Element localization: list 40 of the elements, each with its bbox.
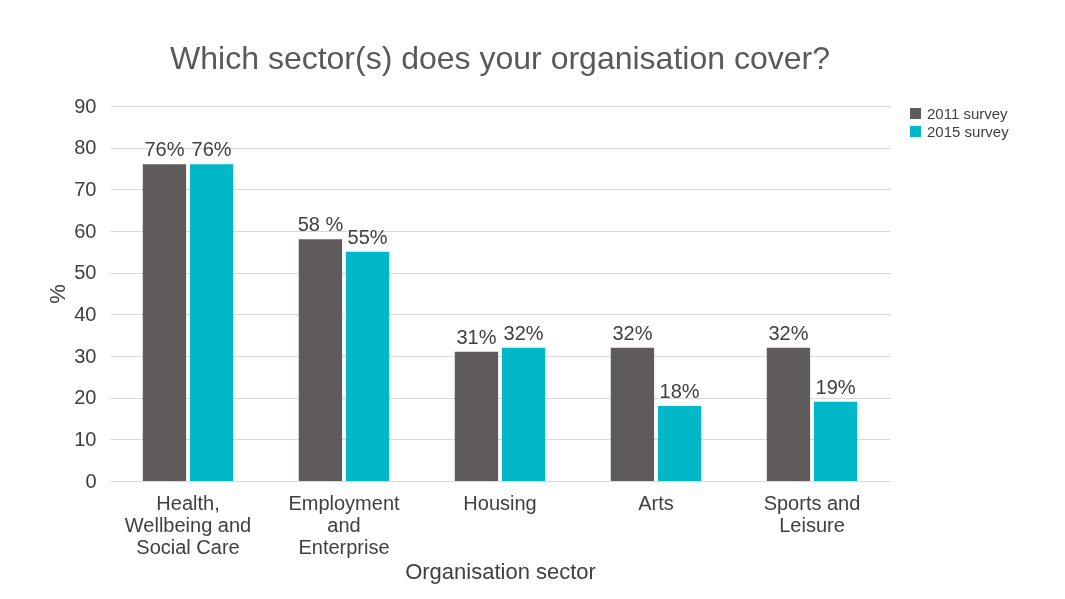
- data-label: 55%: [347, 225, 388, 248]
- bar: [345, 251, 390, 481]
- y-tick-label: 10: [74, 427, 97, 450]
- y-tick-label: 80: [74, 136, 97, 159]
- y-axis-title: %: [45, 284, 71, 304]
- data-label: 32%: [768, 321, 809, 344]
- y-tick-label: 60: [74, 219, 97, 242]
- legend-label: 2015 survey: [927, 122, 1010, 140]
- data-label: 58 %: [297, 213, 344, 236]
- x-tick-label: Employment and Enterprise: [288, 491, 401, 558]
- bar: [501, 347, 546, 481]
- y-tick-label: 30: [74, 344, 97, 367]
- bar: [610, 347, 655, 481]
- y-tick-label: 90: [74, 94, 97, 117]
- data-label: 76%: [144, 138, 185, 161]
- data-label: 32%: [612, 321, 653, 344]
- bar: [766, 347, 811, 481]
- y-tick-label: 40: [74, 302, 97, 325]
- y-tick-label: 50: [74, 261, 97, 284]
- data-label: 19%: [815, 375, 856, 398]
- bar: [189, 164, 234, 481]
- data-label: 31%: [456, 325, 497, 348]
- y-tick-label: 70: [74, 177, 97, 200]
- chart-title: Which sector(s) does your organisation cover?: [170, 40, 830, 76]
- x-tick-label: Housing: [463, 491, 537, 514]
- y-tick-label: 0: [85, 469, 97, 492]
- legend-label: 2011 survey: [927, 104, 1009, 122]
- bar: [813, 401, 858, 481]
- data-label: 32%: [503, 321, 544, 344]
- x-axis-title: Organisation sector: [405, 558, 596, 584]
- y-tick-label: 20: [74, 386, 97, 409]
- x-tick-label: Arts: [638, 491, 674, 514]
- bar: [657, 406, 702, 481]
- bar: [298, 239, 343, 481]
- x-tick-label: Health, Wellbeing and Social Care: [124, 491, 252, 558]
- data-label: 18%: [659, 380, 700, 402]
- bar: [454, 351, 499, 481]
- data-label: 76%: [191, 138, 232, 161]
- bar: [142, 164, 187, 481]
- x-tick-label: Sports and Leisure: [763, 491, 861, 536]
